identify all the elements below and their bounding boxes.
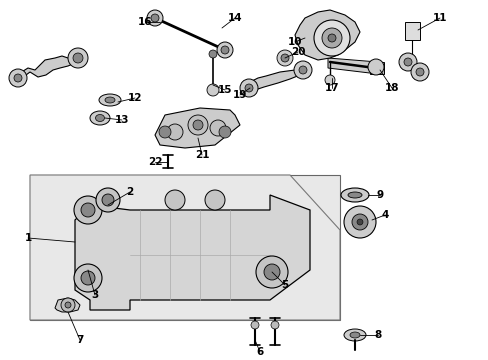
Circle shape [204,190,224,210]
Polygon shape [369,62,383,74]
Polygon shape [243,68,305,94]
Polygon shape [55,298,80,312]
Circle shape [244,84,252,92]
Ellipse shape [340,188,368,202]
Circle shape [351,214,367,230]
Circle shape [325,75,334,85]
Circle shape [147,10,163,26]
Circle shape [240,79,258,97]
Polygon shape [30,175,339,320]
Ellipse shape [95,114,104,122]
Circle shape [313,20,349,56]
Circle shape [96,188,120,212]
Circle shape [73,53,83,63]
Circle shape [102,194,114,206]
Ellipse shape [105,97,115,103]
Circle shape [81,203,95,217]
Circle shape [281,54,288,62]
Text: 6: 6 [256,347,263,357]
Text: 15: 15 [217,85,232,95]
Text: 19: 19 [232,90,246,100]
Text: 17: 17 [324,83,339,93]
Circle shape [81,271,95,285]
Polygon shape [75,195,309,310]
Circle shape [65,302,71,308]
Circle shape [415,68,423,76]
Ellipse shape [347,192,361,198]
Circle shape [356,219,362,225]
Circle shape [298,66,306,74]
Text: 21: 21 [194,150,209,160]
Polygon shape [327,58,377,74]
Text: 8: 8 [374,330,381,340]
Circle shape [159,126,171,138]
Circle shape [193,120,203,130]
Text: 10: 10 [287,37,302,47]
Circle shape [206,84,219,96]
Text: 4: 4 [381,210,388,220]
Text: 18: 18 [384,83,398,93]
Circle shape [14,74,22,82]
Circle shape [293,61,311,79]
Circle shape [208,50,217,58]
Polygon shape [294,10,359,60]
Circle shape [74,196,102,224]
Polygon shape [30,175,339,320]
Text: 1: 1 [24,233,32,243]
Circle shape [410,63,428,81]
Circle shape [343,206,375,238]
Circle shape [250,321,259,329]
Polygon shape [155,108,240,148]
Circle shape [321,28,341,48]
Text: 22: 22 [147,157,162,167]
Text: 16: 16 [138,17,152,27]
Circle shape [9,69,27,87]
Text: 3: 3 [91,290,99,300]
Text: 7: 7 [76,335,83,345]
Circle shape [209,120,225,136]
Text: 14: 14 [227,13,242,23]
Circle shape [187,115,207,135]
Circle shape [68,48,88,68]
Circle shape [276,50,292,66]
Circle shape [164,190,184,210]
Circle shape [151,14,159,22]
Circle shape [74,264,102,292]
Ellipse shape [343,329,365,341]
Ellipse shape [90,111,110,125]
Polygon shape [404,22,419,40]
Text: 2: 2 [126,187,133,197]
Ellipse shape [99,94,121,106]
Text: 5: 5 [281,280,288,290]
Ellipse shape [349,332,359,338]
Text: 11: 11 [432,13,447,23]
Circle shape [403,58,411,66]
Circle shape [217,42,232,58]
Circle shape [221,46,228,54]
Circle shape [398,53,416,71]
Text: 13: 13 [115,115,129,125]
Text: 20: 20 [290,47,305,57]
Text: 12: 12 [127,93,142,103]
Circle shape [219,126,230,138]
Circle shape [167,124,183,140]
Circle shape [367,59,383,75]
Circle shape [327,34,335,42]
Circle shape [61,298,75,312]
Circle shape [264,264,280,280]
Polygon shape [15,55,80,85]
Text: 9: 9 [376,190,383,200]
Circle shape [270,321,279,329]
Circle shape [256,256,287,288]
